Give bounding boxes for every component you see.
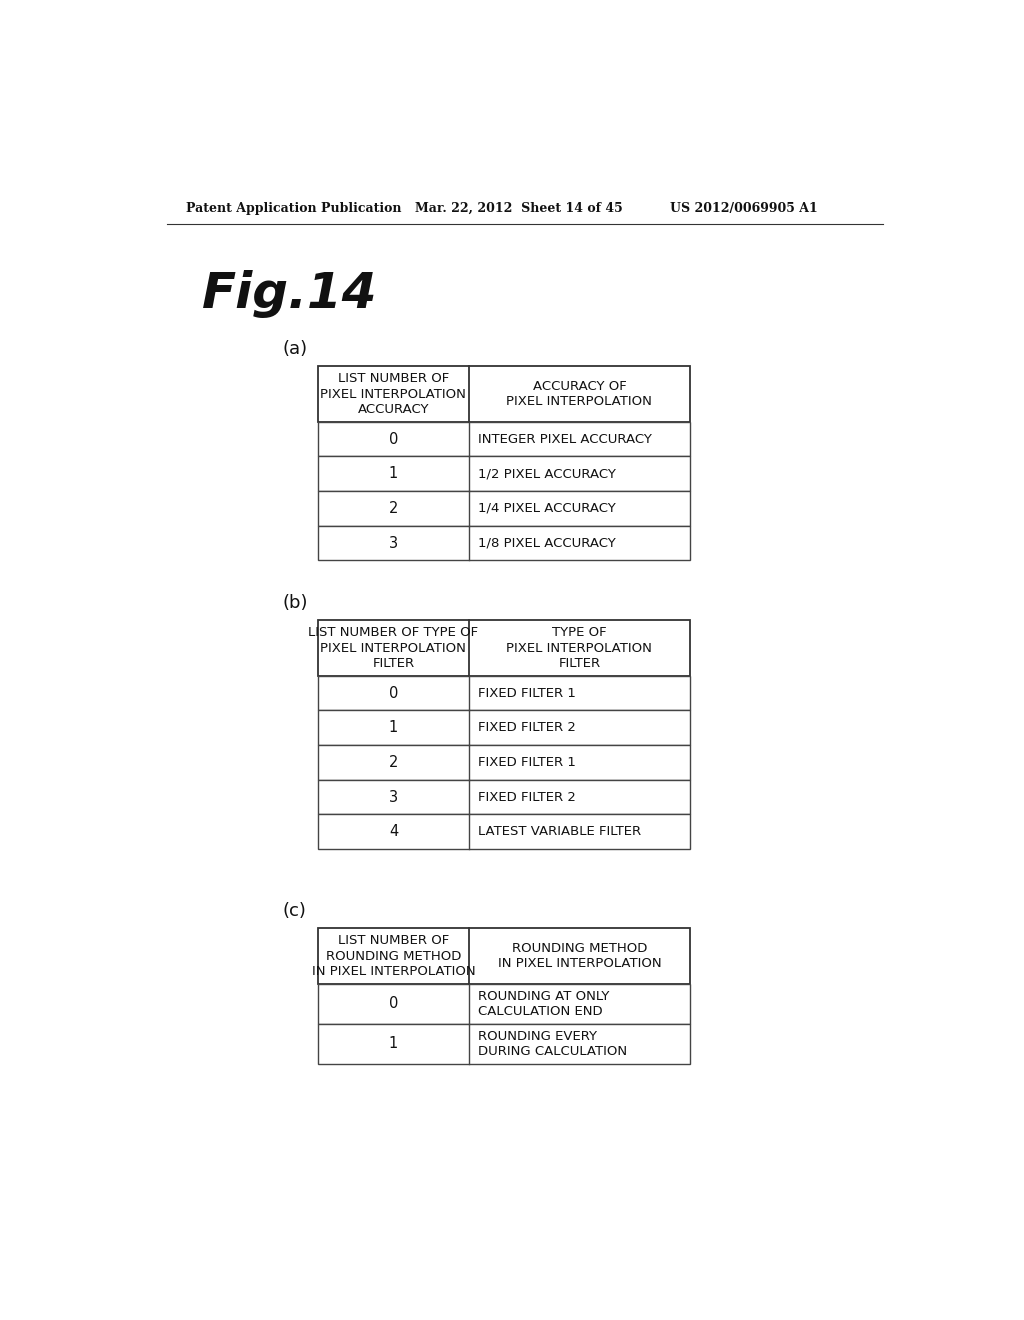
Bar <box>317 710 690 744</box>
Bar <box>317 422 690 457</box>
Text: 2: 2 <box>389 755 398 770</box>
Bar <box>317 814 690 849</box>
Text: 1: 1 <box>389 466 398 482</box>
Text: 1/8 PIXEL ACCURACY: 1/8 PIXEL ACCURACY <box>478 536 616 549</box>
Text: 0: 0 <box>389 432 398 446</box>
Text: LIST NUMBER OF
ROUNDING METHOD
IN PIXEL INTERPOLATION: LIST NUMBER OF ROUNDING METHOD IN PIXEL … <box>311 935 475 978</box>
Text: 2: 2 <box>389 500 398 516</box>
Text: 4: 4 <box>389 824 398 840</box>
Text: (b): (b) <box>283 594 308 612</box>
Text: 1: 1 <box>389 721 398 735</box>
Text: LATEST VARIABLE FILTER: LATEST VARIABLE FILTER <box>478 825 641 838</box>
Bar <box>317 983 690 1024</box>
Text: ROUNDING EVERY
DURING CALCULATION: ROUNDING EVERY DURING CALCULATION <box>478 1030 628 1057</box>
Text: INTEGER PIXEL ACCURACY: INTEGER PIXEL ACCURACY <box>478 433 652 446</box>
Text: TYPE OF
PIXEL INTERPOLATION
FILTER: TYPE OF PIXEL INTERPOLATION FILTER <box>507 626 652 671</box>
Text: 1/4 PIXEL ACCURACY: 1/4 PIXEL ACCURACY <box>478 502 616 515</box>
Text: FIXED FILTER 1: FIXED FILTER 1 <box>478 686 577 700</box>
Text: 3: 3 <box>389 789 398 805</box>
Text: FIXED FILTER 2: FIXED FILTER 2 <box>478 791 577 804</box>
Text: 1/2 PIXEL ACCURACY: 1/2 PIXEL ACCURACY <box>478 467 616 480</box>
Text: (a): (a) <box>283 341 308 358</box>
Bar <box>317 676 690 710</box>
Text: 0: 0 <box>389 685 398 701</box>
Text: Fig.14: Fig.14 <box>202 271 377 318</box>
Bar <box>317 1024 690 1064</box>
Text: ROUNDING METHOD
IN PIXEL INTERPOLATION: ROUNDING METHOD IN PIXEL INTERPOLATION <box>498 942 662 970</box>
Text: LIST NUMBER OF TYPE OF
PIXEL INTERPOLATION
FILTER: LIST NUMBER OF TYPE OF PIXEL INTERPOLATI… <box>308 626 478 671</box>
Bar <box>317 620 690 676</box>
Text: 3: 3 <box>389 536 398 550</box>
Text: 0: 0 <box>389 997 398 1011</box>
Text: FIXED FILTER 1: FIXED FILTER 1 <box>478 756 577 770</box>
Bar <box>317 744 690 780</box>
Text: ROUNDING AT ONLY
CALCULATION END: ROUNDING AT ONLY CALCULATION END <box>478 990 609 1018</box>
Text: 1: 1 <box>389 1036 398 1052</box>
Text: Mar. 22, 2012  Sheet 14 of 45: Mar. 22, 2012 Sheet 14 of 45 <box>415 202 623 215</box>
Text: LIST NUMBER OF
PIXEL INTERPOLATION
ACCURACY: LIST NUMBER OF PIXEL INTERPOLATION ACCUR… <box>321 372 466 416</box>
Bar <box>317 367 690 422</box>
Bar <box>317 525 690 561</box>
Bar <box>317 457 690 491</box>
Text: Patent Application Publication: Patent Application Publication <box>186 202 401 215</box>
Text: US 2012/0069905 A1: US 2012/0069905 A1 <box>671 202 818 215</box>
Bar <box>317 491 690 525</box>
Text: ACCURACY OF
PIXEL INTERPOLATION: ACCURACY OF PIXEL INTERPOLATION <box>507 380 652 408</box>
Text: (c): (c) <box>283 903 307 920</box>
Text: FIXED FILTER 2: FIXED FILTER 2 <box>478 721 577 734</box>
Bar <box>317 928 690 983</box>
Bar <box>317 780 690 814</box>
